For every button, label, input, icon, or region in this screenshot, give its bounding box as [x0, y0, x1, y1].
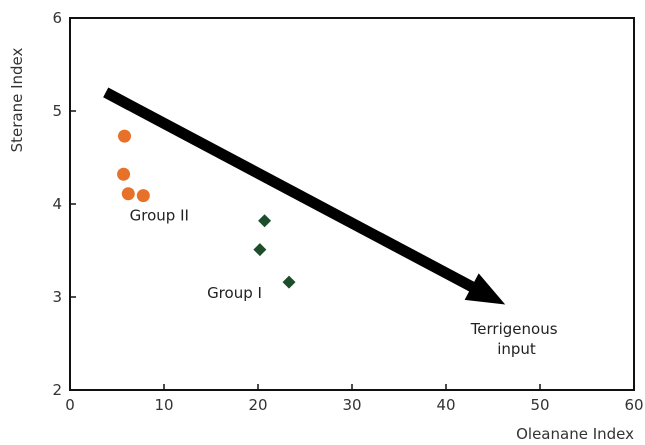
- arrow-shaft: [103, 87, 476, 293]
- group-i-point: [258, 214, 272, 228]
- x-tick-label: 50: [530, 396, 549, 414]
- group-ii-point: [117, 167, 131, 181]
- y-axis-label: Sterane Index: [8, 47, 26, 152]
- group-i-point: [282, 275, 296, 289]
- group-ii-label: Group II: [130, 207, 189, 225]
- y-tick-label: 4: [52, 195, 62, 213]
- terrigenous-trend-arrow: [103, 87, 506, 305]
- group-i-point: [253, 243, 267, 257]
- group-i-label: Group I: [207, 284, 262, 302]
- x-tick-label: 0: [65, 396, 75, 414]
- y-tick-label: 6: [52, 9, 62, 27]
- arrow-head: [464, 273, 506, 305]
- y-tick-label: 5: [52, 102, 62, 120]
- group-ii-point: [118, 129, 132, 143]
- y-tick-label: 2: [52, 381, 62, 399]
- x-tick-label: 20: [248, 396, 267, 414]
- x-tick-label: 10: [154, 396, 173, 414]
- x-tick-label: 40: [436, 396, 455, 414]
- group-ii-point: [121, 187, 135, 201]
- axis-ticks: 0 10 20 30 40 50 60 2 3 4 5 6: [52, 9, 643, 414]
- terrigenous-label-line-1: Terrigenous: [470, 320, 558, 338]
- y-tick-label: 3: [52, 288, 62, 306]
- data-marks: [117, 129, 296, 289]
- x-axis-label: Oleanane Index: [516, 425, 634, 443]
- x-tick-label: 30: [342, 396, 361, 414]
- terrigenous-label-line-2: input: [497, 340, 536, 358]
- group-ii-point: [136, 189, 150, 203]
- x-tick-label: 60: [624, 396, 643, 414]
- terrigenous-input-label: Terrigenous input: [470, 320, 563, 358]
